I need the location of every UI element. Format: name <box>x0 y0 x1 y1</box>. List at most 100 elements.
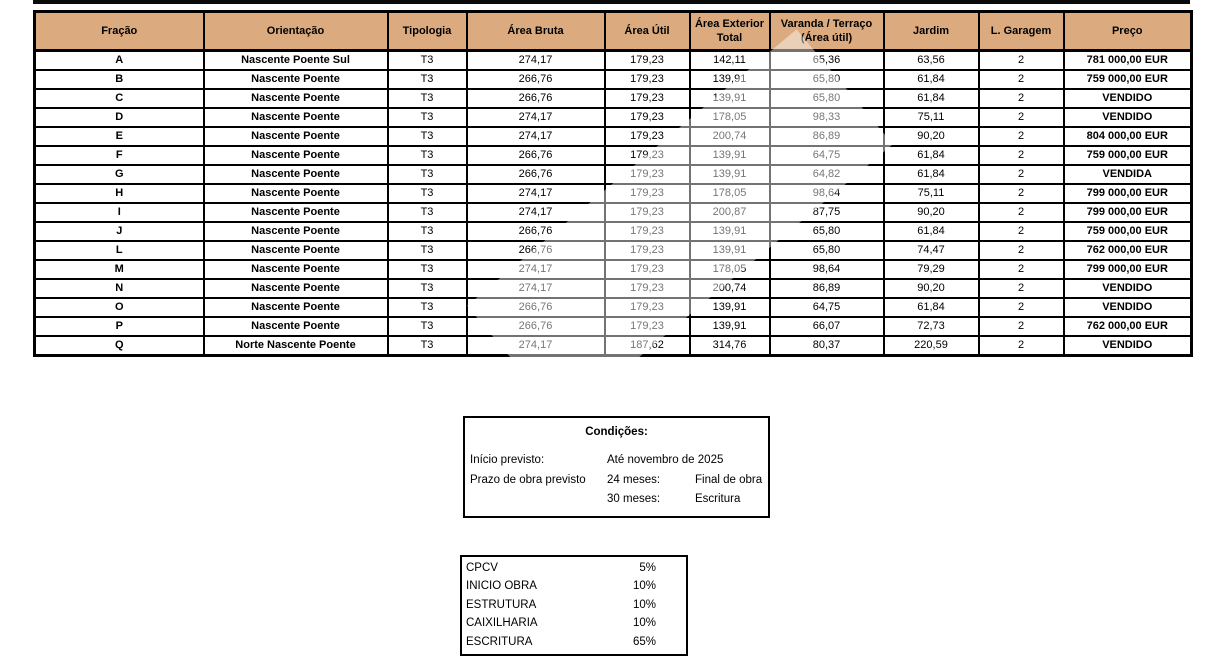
cell-area_bruta: 274,17 <box>465 126 606 147</box>
conditions-title: Condições: <box>585 426 648 438</box>
conditions-prazo-24-key: 24 meses: <box>607 473 661 486</box>
cell-fracao: A <box>33 49 205 71</box>
cell-orientacao: Nascente Poente <box>202 145 389 166</box>
cell-jardim: 61,84 <box>882 88 980 109</box>
cell-area_bruta: 274,17 <box>465 259 606 280</box>
cell-jardim: 63,56 <box>882 49 980 71</box>
payment-row: CPCV 5% <box>462 561 686 575</box>
cell-orientacao: Nascente Poente <box>202 278 389 299</box>
cell-orientacao: Nascente Poente <box>202 316 389 337</box>
cell-area_util: 179,23 <box>603 202 691 223</box>
cell-area_bruta: 266,76 <box>465 221 606 242</box>
cell-jardim: 72,73 <box>882 316 980 337</box>
payment-label: ESCRITURA <box>466 635 533 648</box>
cell-jardim: 75,11 <box>882 183 980 204</box>
cell-varanda: 65,36 <box>768 49 885 71</box>
cell-orientacao: Nascente Poente <box>202 297 389 318</box>
payment-percentage: 10% <box>632 598 656 611</box>
cell-garagem: 2 <box>977 278 1065 299</box>
cell-garagem: 2 <box>977 145 1065 166</box>
cell-fracao: J <box>33 221 205 242</box>
cell-area_exterior: 178,05 <box>688 259 771 280</box>
column-header: Jardim <box>882 10 980 52</box>
cell-preco: VENDIDA <box>1062 164 1193 185</box>
cell-area_exterior: 139,91 <box>688 316 771 337</box>
column-header: Orientação <box>202 10 389 52</box>
cell-area_bruta: 266,76 <box>465 88 606 109</box>
cell-preco: VENDIDO <box>1062 88 1193 109</box>
conditions-grid: Início previsto: Até novembro de 2025 Pr… <box>465 454 768 506</box>
cell-orientacao: Nascente Poente <box>202 88 389 109</box>
cell-jardim: 61,84 <box>882 145 980 166</box>
cell-fracao: M <box>33 259 205 280</box>
cell-varanda: 65,80 <box>768 69 885 90</box>
cell-jardim: 61,84 <box>882 297 980 318</box>
cell-tipologia: T3 <box>386 69 468 90</box>
column-header: Varanda / Terraço (Área útil) <box>768 10 885 52</box>
cell-varanda: 98,64 <box>768 259 885 280</box>
cell-preco: VENDIDO <box>1062 278 1193 299</box>
cell-area_bruta: 274,17 <box>465 49 606 71</box>
cell-fracao: I <box>33 202 205 223</box>
cell-area_exterior: 139,91 <box>688 240 771 261</box>
cell-fracao: F <box>33 145 205 166</box>
table-row: F Nascente Poente T3 266,76 179,23 139,91 64,7… <box>33 145 1193 166</box>
cell-area_bruta: 274,17 <box>465 335 606 357</box>
table-row: H Nascente Poente T3 274,17 179,23 178,05 98,6… <box>33 183 1193 204</box>
cell-area_util: 179,23 <box>603 49 691 71</box>
cell-area_exterior: 314,76 <box>688 335 771 357</box>
cell-tipologia: T3 <box>386 145 468 166</box>
table-row: G Nascente Poente T3 266,76 179,23 139,91 64,8… <box>33 164 1193 185</box>
cell-fracao: L <box>33 240 205 261</box>
cell-orientacao: Norte Nascente Poente <box>202 335 389 357</box>
cell-preco: VENDIDO <box>1062 107 1193 128</box>
payment-row: ESTRUTURA 10% <box>462 598 686 612</box>
cell-varanda: 87,75 <box>768 202 885 223</box>
cell-tipologia: T3 <box>386 221 468 242</box>
payment-row: CAIXILHARIA 10% <box>462 618 686 630</box>
payment-percentage: 5% <box>639 561 656 574</box>
cell-orientacao: Nascente Poente <box>202 221 389 242</box>
cell-area_util: 179,23 <box>603 259 691 280</box>
cell-area_bruta: 274,17 <box>465 107 606 128</box>
cell-area_bruta: 266,76 <box>465 69 606 90</box>
cell-orientacao: Nascente Poente <box>202 69 389 90</box>
cell-preco: 799 000,00 EUR <box>1062 202 1193 223</box>
table-row: Q Norte Nascente Poente T3 274,17 187,62 314,… <box>33 335 1193 357</box>
cell-orientacao: Nascente Poente <box>202 183 389 204</box>
cell-area_exterior: 139,91 <box>688 69 771 90</box>
cell-area_util: 179,23 <box>603 164 691 185</box>
cell-varanda: 64,82 <box>768 164 885 185</box>
cell-area_util: 179,23 <box>603 126 691 147</box>
table-row: D Nascente Poente T3 274,17 179,23 178,05 98,3… <box>33 107 1193 128</box>
conditions-empty-cell <box>470 493 607 506</box>
payment-percentage: 10% <box>632 580 656 593</box>
cell-area_bruta: 266,76 <box>465 145 606 166</box>
cell-jardim: 79,29 <box>882 259 980 280</box>
cell-tipologia: T3 <box>386 335 468 357</box>
cell-preco: 799 000,00 EUR <box>1062 259 1193 280</box>
cell-garagem: 2 <box>977 335 1065 357</box>
payment-percentage: 65% <box>632 635 656 648</box>
cell-tipologia: T3 <box>386 297 468 318</box>
column-header: Área Bruta <box>465 10 606 52</box>
cell-jardim: 90,20 <box>882 278 980 299</box>
cell-area_util: 179,23 <box>603 69 691 90</box>
cell-tipologia: T3 <box>386 164 468 185</box>
table-row: E Nascente Poente T3 274,17 179,23 200,74 86,8… <box>33 126 1193 147</box>
cell-jardim: 90,20 <box>882 202 980 223</box>
cell-preco: 781 000,00 EUR <box>1062 49 1193 71</box>
cell-area_exterior: 200,74 <box>688 126 771 147</box>
cell-fracao: N <box>33 278 205 299</box>
conditions-box: Condições: Início previsto: Até novembro… <box>463 416 770 518</box>
cell-varanda: 98,64 <box>768 183 885 204</box>
cell-preco: 799 000,00 EUR <box>1062 183 1193 204</box>
cell-area_exterior: 139,91 <box>688 297 771 318</box>
cell-garagem: 2 <box>977 316 1065 337</box>
cell-varanda: 64,75 <box>768 145 885 166</box>
cell-area_exterior: 139,91 <box>688 221 771 242</box>
cell-area_exterior: 178,05 <box>688 183 771 204</box>
column-header: Preço <box>1062 10 1193 52</box>
cell-area_exterior: 139,91 <box>688 88 771 109</box>
cell-garagem: 2 <box>977 69 1065 90</box>
